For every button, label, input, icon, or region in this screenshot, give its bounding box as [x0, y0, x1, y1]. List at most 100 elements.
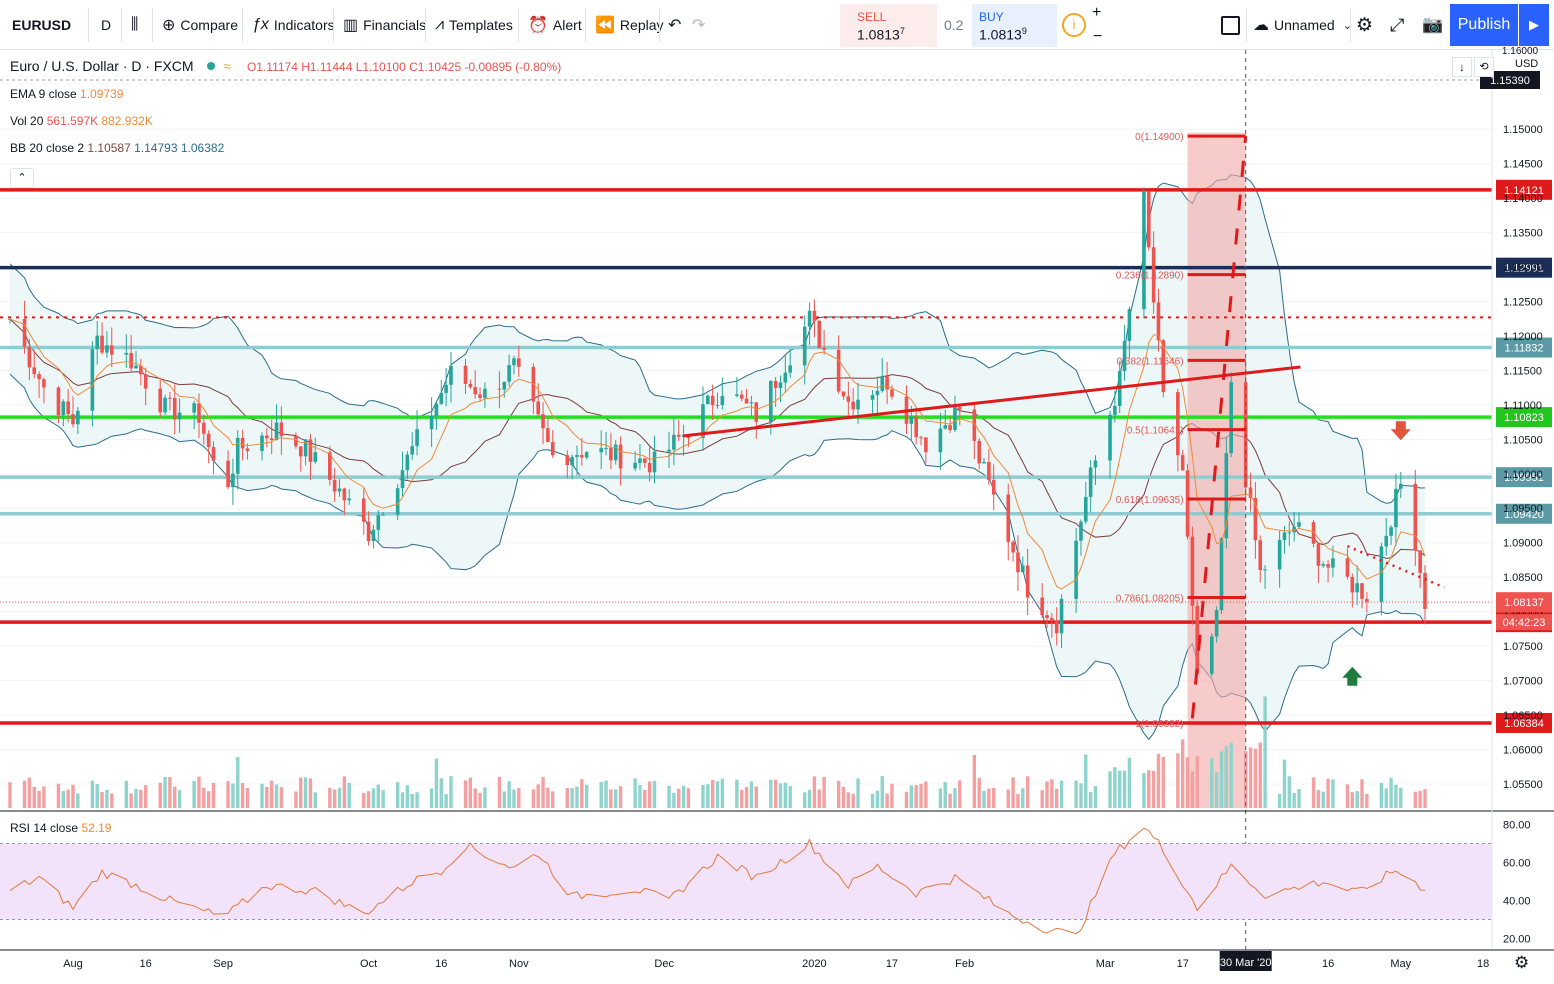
candle-body	[168, 397, 172, 399]
price-tick-label: 1.10000	[1503, 469, 1543, 481]
volume-bar	[61, 791, 66, 808]
vol-label: Vol 20	[10, 114, 44, 128]
volume-bar	[584, 784, 589, 808]
volume-bar	[1181, 739, 1185, 808]
candle-body	[206, 433, 211, 448]
candle-body	[1345, 558, 1350, 577]
vol-legend[interactable]: Vol 20 561.597K 882.932K	[10, 114, 153, 128]
bb-basis-value: 1.10587	[87, 141, 131, 155]
ema-legend[interactable]: EMA 9 close 1.09739	[10, 87, 123, 101]
volume-bar	[129, 793, 133, 808]
info-icon: i	[1062, 13, 1086, 37]
volume-bar	[211, 782, 216, 808]
top-toolbar: EURUSD D ⫼ ⊕ Compare ƒx Indicators ▥ Financ…	[0, 0, 1554, 50]
candle-body	[1384, 535, 1389, 547]
price-tick-label: 1.06000	[1503, 744, 1543, 756]
compare-scale-button[interactable]: ⟲	[1474, 57, 1494, 77]
alert-button[interactable]: ⏰ Alert	[528, 0, 582, 50]
collapse-legend-button[interactable]: ⌃	[10, 168, 34, 188]
expand-up-button[interactable]: +	[1092, 0, 1101, 38]
volume-bar	[870, 793, 875, 808]
candle-body	[817, 320, 822, 348]
divider	[121, 8, 122, 42]
snapshot-button[interactable]: 📷	[1422, 0, 1448, 50]
candle-body	[71, 414, 75, 425]
volume-bar	[240, 783, 245, 808]
volume-bar	[885, 793, 889, 808]
volume-bar	[652, 780, 657, 808]
candle-body	[841, 391, 846, 397]
volume-bar	[27, 777, 32, 808]
symbol-search[interactable]: EURUSD	[12, 0, 71, 50]
volume-bar	[299, 777, 303, 808]
volume-bar	[909, 785, 914, 808]
drawings[interactable]: 0(1.14900) 0.236(1.12890) 0.382(1.11646) 0.…	[0, 50, 1492, 950]
volume-bar	[715, 781, 720, 808]
financials-button[interactable]: ▥ Financials	[343, 0, 426, 50]
up-arrow-icon	[1342, 666, 1363, 686]
volume-bar	[376, 784, 380, 808]
redo-button[interactable]: ↷	[692, 0, 710, 50]
chart-type-button[interactable]: ⫼	[131, 0, 143, 50]
volume-bar	[783, 782, 788, 808]
candle-body	[463, 365, 468, 384]
volume-bar	[672, 792, 676, 808]
candle-body	[240, 437, 245, 449]
stream-button[interactable]: ▶	[1519, 4, 1549, 46]
candle-body	[948, 425, 952, 431]
candle-body	[231, 473, 235, 488]
collapse-button[interactable]: −	[1093, 12, 1102, 62]
candle-body	[957, 407, 962, 410]
interval-button[interactable]: D	[101, 0, 111, 50]
volume-bar	[206, 791, 211, 808]
templates-button[interactable]: ⩘ Templates	[435, 0, 513, 50]
volume-bar	[139, 789, 143, 808]
candle-body	[550, 441, 555, 456]
candle-body	[1282, 532, 1287, 541]
bb-fill	[10, 174, 1425, 740]
volume-bar	[681, 785, 686, 808]
price-tick-label: 1.14500	[1503, 159, 1543, 171]
highlight-zone	[1187, 132, 1246, 808]
time-tick-label: 18	[1477, 958, 1489, 970]
fullscreen-button[interactable]: ⤢	[1390, 0, 1409, 50]
settings-button[interactable]: ⚙	[1356, 0, 1378, 50]
volume-bar	[42, 786, 46, 808]
undo-button[interactable]: ↶	[668, 0, 686, 50]
ema-label: EMA 9 close	[10, 87, 77, 101]
candle-body	[1088, 467, 1093, 497]
rsi-legend[interactable]: RSI 14 close 52.19	[10, 821, 111, 835]
sell-button[interactable]: SELL 1.08137	[840, 4, 937, 47]
bb-legend[interactable]: BB 20 close 2 1.10587 1.14793 1.06382	[10, 141, 224, 155]
volume-bar	[1248, 747, 1253, 808]
replay-button[interactable]: ⏪ Replay	[595, 0, 664, 50]
volume-bar	[303, 777, 308, 808]
volume-bar	[720, 778, 725, 808]
compare-button[interactable]: ⊕ Compare	[162, 0, 238, 50]
candle-body	[846, 396, 851, 402]
publish-button[interactable]: Publish	[1450, 4, 1518, 46]
price-tick-label: 1.15000	[1503, 124, 1543, 136]
time-tick-label: 2020	[802, 958, 826, 970]
candle-body	[783, 372, 788, 383]
settings-gear-button[interactable]: ⚙	[1514, 953, 1529, 973]
volume-bar	[754, 786, 758, 808]
fullscreen-toggle[interactable]	[1221, 0, 1240, 50]
info-button[interactable]: i	[1062, 0, 1086, 50]
volume-bar	[841, 786, 846, 808]
volume-bar	[677, 788, 681, 808]
volume-bar	[405, 785, 410, 808]
layout-menu[interactable]: ☁ Unnamed ⌄	[1253, 0, 1352, 50]
volume-bar	[1055, 788, 1059, 808]
fib-level-label: 0.5(1.10641)	[1127, 426, 1184, 437]
candle-body	[1113, 406, 1117, 415]
buy-button[interactable]: BUY 1.08139	[972, 4, 1057, 47]
volume-bar	[710, 779, 715, 808]
volume-bar	[415, 792, 419, 808]
indicators-button[interactable]: ƒx Indicators	[252, 0, 335, 50]
volume-bar	[177, 790, 182, 808]
scroll-down-button[interactable]: ↓	[1452, 57, 1472, 77]
candle-body	[1389, 527, 1393, 536]
candle-body	[647, 462, 652, 473]
